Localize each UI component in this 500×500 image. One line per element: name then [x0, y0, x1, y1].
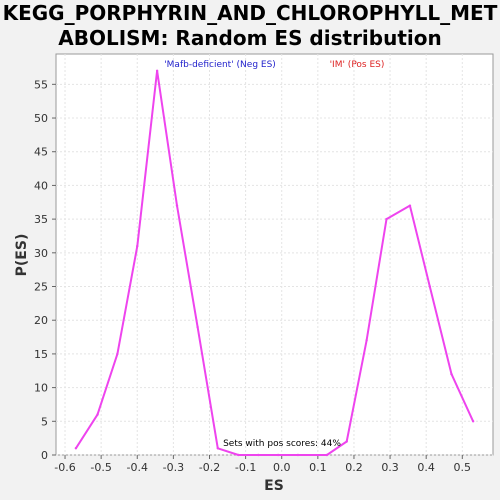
y-tick-label: 45: [34, 146, 48, 159]
data-point: [96, 413, 99, 416]
data-point: [428, 285, 431, 288]
data-point: [365, 339, 368, 342]
data-point: [325, 453, 329, 457]
x-tick-label: -0.2: [199, 461, 220, 474]
plot-background: [55, 53, 494, 456]
legend-entry: 'Mafb-deficient' (Neg ES): [164, 60, 276, 70]
data-point: [471, 420, 475, 423]
x-tick-label: 0.2: [345, 461, 363, 474]
y-axis-label: P(ES): [14, 234, 30, 277]
data-point: [296, 453, 300, 457]
x-tick-label: 0.3: [381, 461, 399, 474]
x-axis-label: ES: [264, 478, 284, 494]
series-es-distribution: [74, 69, 475, 457]
data-point: [345, 440, 348, 443]
pos-scores-annotation: Sets with pos scores: 44%: [223, 439, 341, 449]
axes: -0.6 -0.5 -0.4 -0.3 -0.2 -0.1 0.0 0.1 0.2 0.3 0.4 0…: [34, 78, 471, 474]
data-point: [276, 453, 280, 457]
grid-lines: [56, 54, 493, 456]
data-point: [136, 244, 139, 248]
x-tick-label: 0.1: [309, 461, 327, 474]
y-tick-label: 35: [34, 213, 48, 226]
legend-entry: 'IM' (Pos ES): [330, 60, 385, 70]
data-point: [257, 453, 260, 457]
y-tick-label: 30: [34, 247, 48, 260]
y-tick-label: 50: [34, 112, 48, 125]
y-tick-label: 55: [34, 78, 48, 91]
x-tick-label: -0.4: [127, 461, 148, 474]
data-point: [450, 372, 453, 376]
x-tick-label: 0.4: [417, 461, 435, 474]
data-point: [175, 204, 179, 207]
data-point: [408, 204, 412, 207]
x-tick-label: -0.5: [90, 461, 111, 474]
data-point: [385, 217, 388, 221]
data-point: [74, 447, 78, 450]
y-tick-label: 25: [34, 281, 48, 294]
series-line: [75, 69, 475, 456]
y-tick-label: 40: [34, 179, 48, 192]
x-tick-label: -0.1: [235, 461, 256, 474]
legend: 'Mafb-deficient' (Neg ES) 'IM' (Pos ES): [164, 60, 384, 70]
y-tick-label: 20: [34, 314, 48, 327]
x-tick-label: 0.5: [454, 461, 472, 474]
data-point: [155, 69, 159, 73]
chart-title: KEGG_PORPHYRIN_AND_CHLOROPHYLL_MET ABOLI…: [2, 1, 498, 50]
y-tick-label: 5: [41, 415, 48, 428]
data-point: [116, 352, 119, 356]
y-tick-label: 0: [41, 449, 48, 462]
x-tick-label: -0.3: [163, 461, 184, 474]
y-tick-label: 15: [34, 348, 48, 361]
y-tick-label: 10: [34, 382, 48, 395]
data-point: [196, 325, 199, 329]
data-point: [216, 447, 219, 450]
data-point: [237, 453, 240, 457]
x-tick-label: -0.6: [54, 461, 75, 474]
x-tick-label: 0.0: [273, 461, 291, 474]
